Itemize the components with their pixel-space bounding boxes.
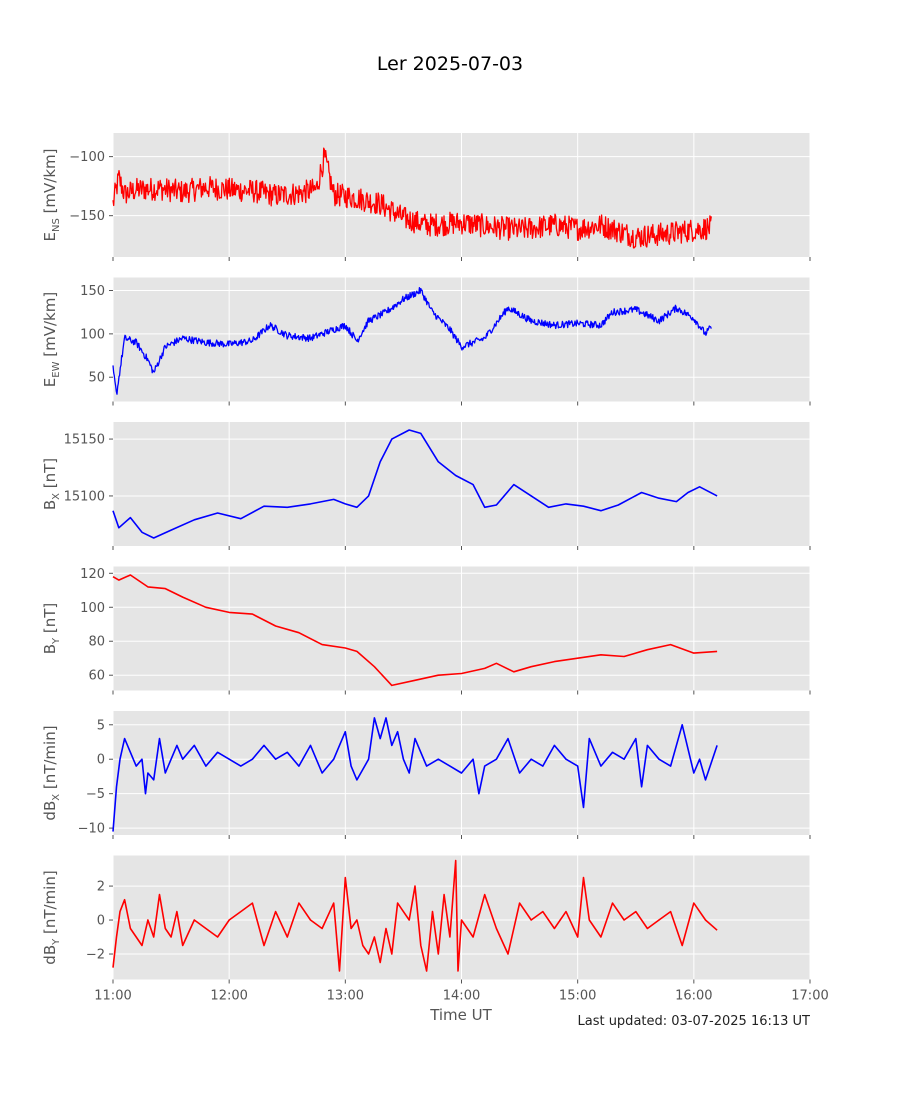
series-line bbox=[112, 859, 718, 972]
y-axis-label: ENS [mV/km] bbox=[41, 148, 62, 241]
y-tick-label: 100 bbox=[80, 601, 105, 616]
x-tick-label: 17:00 bbox=[791, 989, 828, 1004]
panel-5: −10 −5 0 5 dBX [nT/min] bbox=[41, 711, 811, 839]
x-tick-label: 16:00 bbox=[675, 989, 712, 1004]
y-tick-label: 15150 bbox=[64, 433, 105, 448]
x-tick-label: 13:00 bbox=[327, 989, 364, 1004]
y-tick-label: 0 bbox=[97, 914, 105, 929]
series-line bbox=[112, 717, 718, 832]
y-tick-label: −5 bbox=[86, 787, 105, 802]
panel-1: −150 −100 ENS [mV/km] bbox=[41, 133, 811, 261]
y-axis-label: BX [nT] bbox=[41, 458, 62, 510]
y-tick-label: 2 bbox=[97, 880, 105, 895]
y-axis-label: dBX [nT/min] bbox=[41, 725, 62, 820]
y-tick-label: 80 bbox=[88, 635, 105, 650]
y-tick-label: 15100 bbox=[64, 489, 105, 504]
x-tick-label: 15:00 bbox=[559, 989, 596, 1004]
series-line bbox=[112, 147, 712, 249]
y-tick-label: 5 bbox=[97, 718, 105, 733]
y-axis-label: dBY [nT/min] bbox=[41, 870, 62, 964]
panel-2: 50 100 150 EEW [mV/km] bbox=[41, 277, 811, 406]
y-tick-label: 150 bbox=[80, 284, 105, 299]
y-tick-label: −10 bbox=[78, 822, 105, 837]
x-tick-label: 11:00 bbox=[94, 989, 131, 1004]
panel-4: 60 80 100 120 BY [nT] bbox=[41, 566, 811, 695]
series-line bbox=[112, 429, 718, 539]
y-tick-label: 60 bbox=[88, 669, 105, 684]
y-tick-label: −150 bbox=[69, 209, 105, 224]
last-updated: Last updated: 03-07-2025 16:13 UT bbox=[577, 1014, 810, 1029]
y-axis-label: BY [nT] bbox=[41, 603, 62, 655]
series-line bbox=[112, 574, 718, 687]
y-tick-label: 100 bbox=[80, 327, 105, 342]
chart-title: Ler 2025-07-03 bbox=[377, 53, 523, 75]
x-tick-label: 12:00 bbox=[210, 989, 247, 1004]
y-tick-label: 0 bbox=[97, 753, 105, 768]
y-tick-label: −2 bbox=[86, 948, 105, 963]
x-axis-label: Time UT bbox=[429, 1006, 492, 1024]
y-tick-label: −100 bbox=[69, 150, 105, 165]
x-tick-label: 14:00 bbox=[443, 989, 480, 1004]
series-line bbox=[112, 287, 712, 395]
panel-6: −2 0 2 dBY [nT/min] bbox=[41, 855, 811, 984]
y-axis-label: EEW [mV/km] bbox=[41, 292, 62, 387]
y-tick-label: 120 bbox=[80, 567, 105, 582]
y-tick-label: 50 bbox=[88, 371, 105, 386]
